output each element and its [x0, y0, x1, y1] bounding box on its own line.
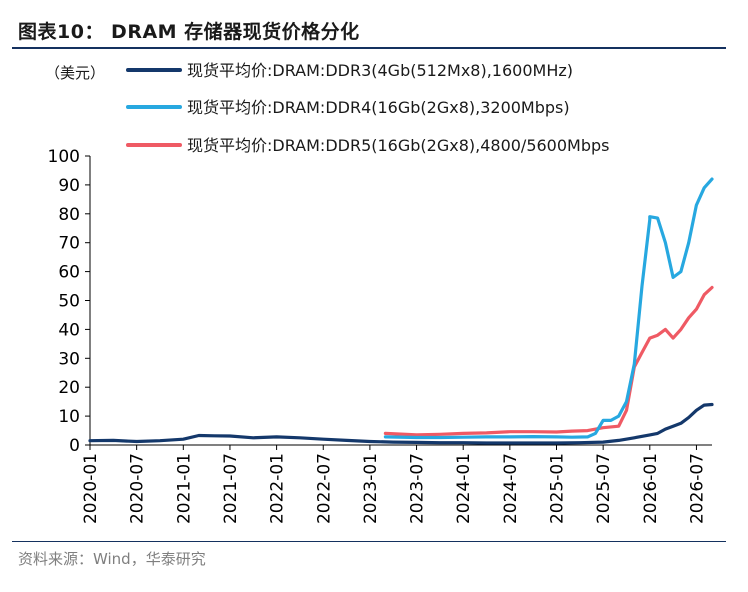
y-tick-label: 80 — [58, 205, 80, 225]
series-line-ddr5 — [383, 285, 714, 437]
y-tick-label: 10 — [58, 407, 80, 427]
legend-label-ddr3: 现货平均价:DRAM:DDR3(4Gb(512Mx8),1600MHz) — [187, 61, 573, 80]
source-note: 资料来源：Wind，华泰研究 — [18, 550, 206, 568]
y-tick-label: 0 — [69, 436, 80, 456]
series-lines — [88, 177, 714, 445]
x-tick-label: 2020-01 — [81, 453, 101, 524]
figure-title: 图表10： DRAM 存储器现货价格分化 — [18, 21, 360, 43]
legend: 现货平均价:DRAM:DDR3(4Gb(512Mx8),1600MHz) 现货平均… — [126, 61, 610, 155]
y-tick-label: 60 — [58, 263, 80, 283]
x-tick-label: 2024-07 — [501, 453, 521, 524]
series-line-ddr3 — [88, 402, 714, 445]
y-tick-label: 70 — [58, 234, 80, 254]
y-tick-label: 40 — [58, 320, 80, 340]
y-tick-label: 30 — [58, 349, 80, 369]
x-tick-label: 2025-01 — [548, 453, 568, 524]
title-divider — [12, 47, 726, 49]
y-tick-label: 20 — [58, 378, 80, 398]
price-line-chart: （美元） 现货平均价:DRAM:DDR3(4Gb(512Mx8),1600MHz… — [45, 61, 714, 524]
x-tick-label: 2024-01 — [454, 453, 474, 524]
x-tick-label: 2020-07 — [128, 453, 148, 524]
x-tick-label: 2021-07 — [221, 453, 241, 524]
x-tick-label: 2025-07 — [594, 453, 614, 524]
series-line-ddr4 — [383, 177, 714, 440]
x-tick-label: 2026-01 — [641, 453, 661, 524]
unit-label: （美元） — [45, 64, 105, 82]
legend-label-ddr5: 现货平均价:DRAM:DDR5(16Gb(2Gx8),4800/5600Mbps — [187, 136, 610, 155]
x-tick-label: 2023-01 — [361, 453, 381, 524]
y-tick-label: 50 — [58, 292, 80, 312]
x-tick-label: 2026-07 — [687, 453, 707, 524]
x-tick-label: 2022-01 — [268, 453, 288, 524]
y-tick-label: 90 — [58, 176, 80, 196]
x-tick-label: 2022-07 — [314, 453, 334, 524]
y-tick-label: 100 — [48, 147, 80, 167]
axes: 0 10 20 30 40 50 60 70 80 90 100 2020-01 2020-07 2021… — [48, 147, 712, 524]
footer-divider — [12, 541, 726, 542]
x-tick-label: 2021-01 — [174, 453, 194, 524]
legend-label-ddr4: 现货平均价:DRAM:DDR4(16Gb(2Gx8),3200Mbps) — [187, 98, 570, 117]
x-tick-label: 2023-07 — [408, 453, 428, 524]
